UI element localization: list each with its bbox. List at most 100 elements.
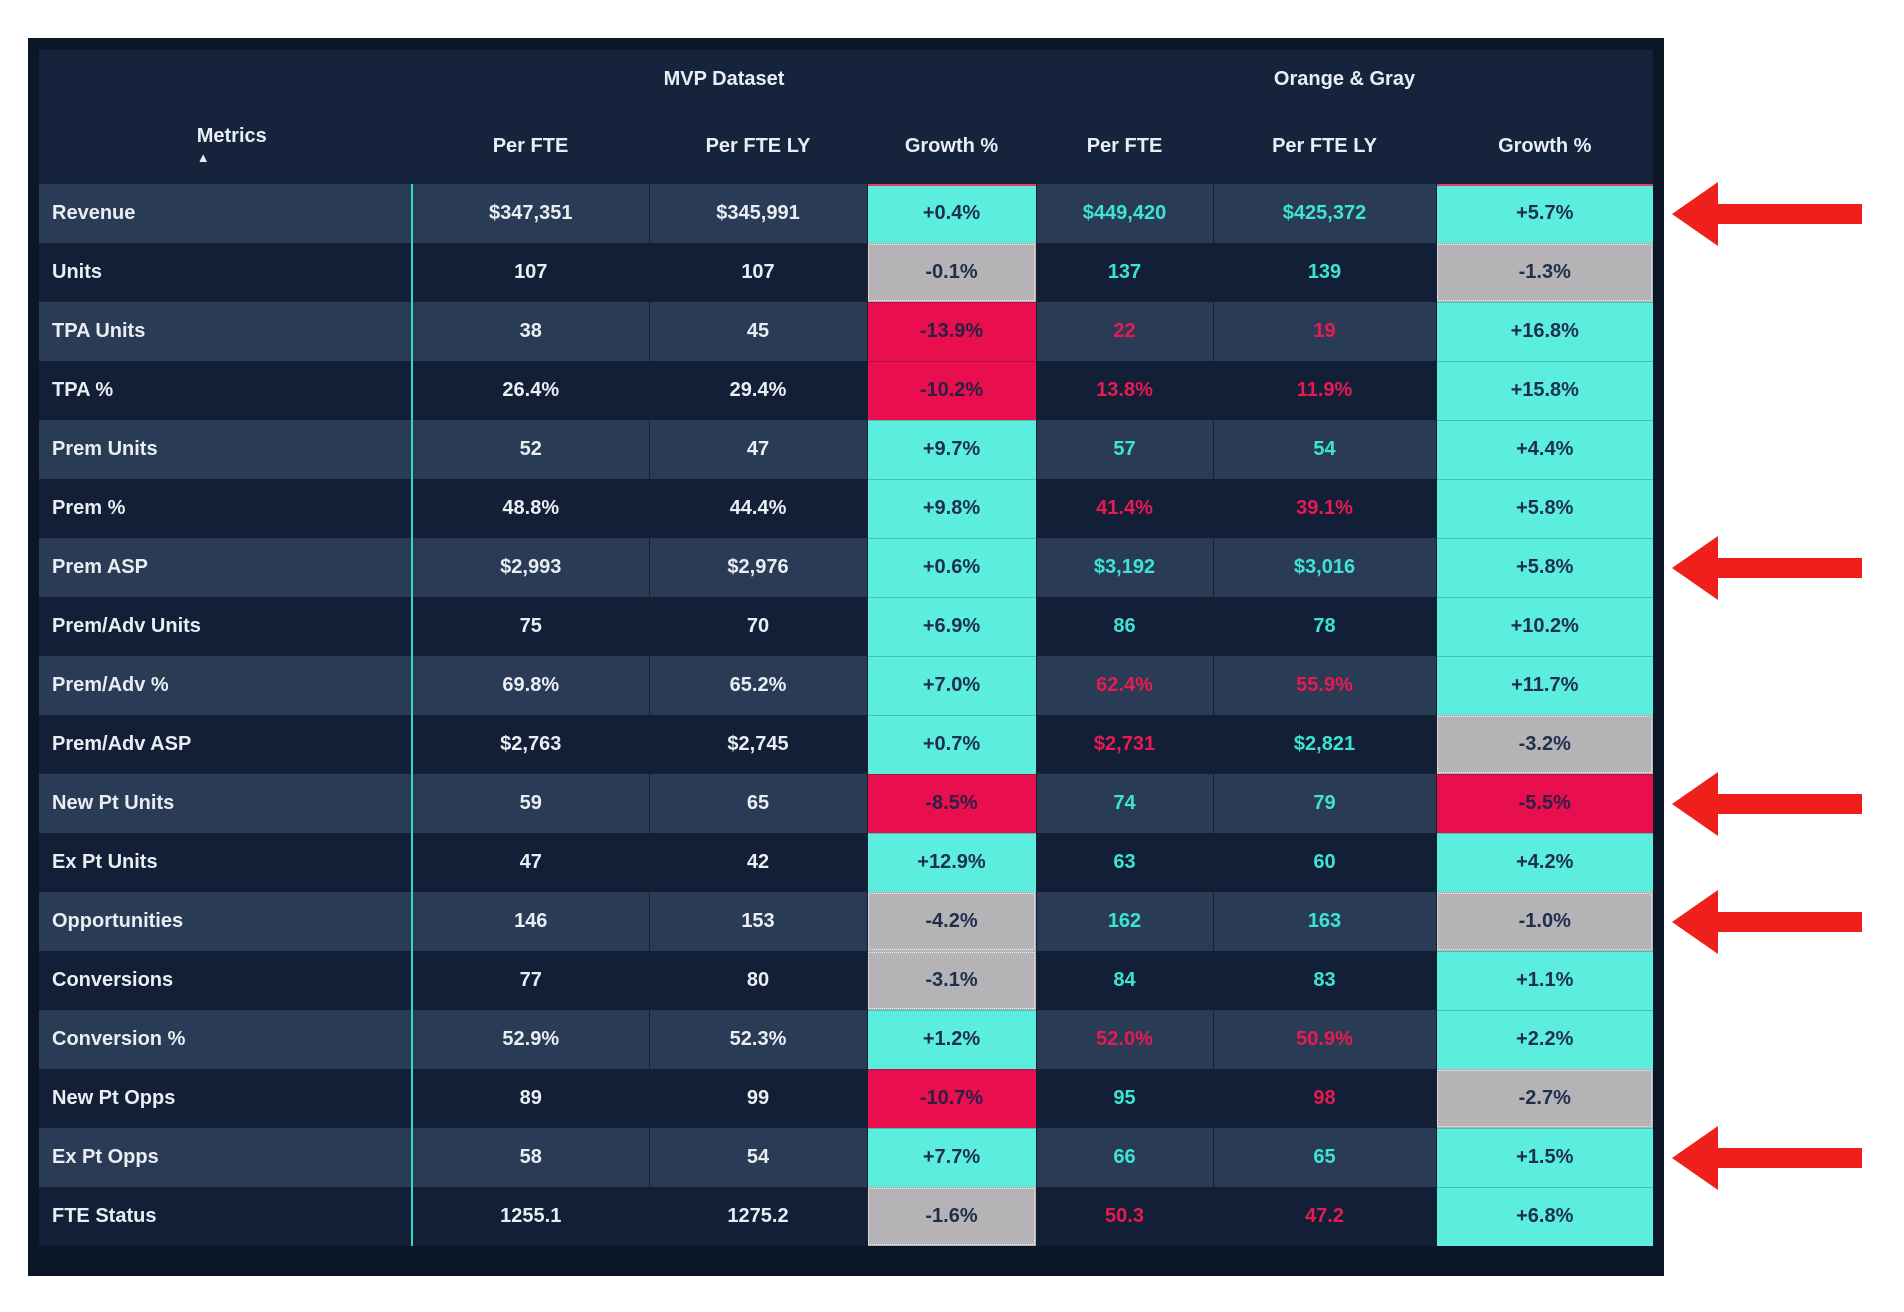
mvp-growth-value: +0.7% [867,715,1037,774]
mvp-growth-value: -4.2% [867,892,1037,951]
og-per-fte-ly-value: 55.9% [1213,656,1437,715]
table-row[interactable]: Units 107 107 -0.1% 137 139 -1.3% [39,243,1654,302]
og-per-fte-value: $3,192 [1036,538,1214,597]
mvp-growth-value: +9.7% [867,420,1037,479]
mvp-per-fte-value: $2,763 [411,715,650,774]
mvp-per-fte-ly-value: 65 [649,774,868,833]
mvp-growth-value: +1.2% [867,1010,1037,1069]
mvp-per-fte-value: 26.4% [411,361,650,420]
mvp-per-fte-ly-value: 70 [649,597,868,656]
mvp-per-fte-ly-value: 44.4% [649,479,868,538]
table-row[interactable]: New Pt Units 59 65 -8.5% 74 79 -5.5% [39,774,1654,833]
og-growth-value: -3.2% [1436,715,1654,774]
og-growth-value: +2.2% [1436,1010,1654,1069]
mvp-per-fte-value: 77 [411,951,650,1010]
column-header-mvp-per-fte-ly[interactable]: Per FTE LY [649,108,868,184]
metric-label: Prem % [39,479,412,538]
metric-label: Conversion % [39,1010,412,1069]
og-growth-value: +1.1% [1436,951,1654,1010]
mvp-growth-value: -10.2% [867,361,1037,420]
og-growth-value: +10.2% [1436,597,1654,656]
og-per-fte-value: 62.4% [1036,656,1214,715]
column-header-og-growth[interactable]: Growth % [1436,108,1654,184]
table-row[interactable]: Conversions 77 80 -3.1% 84 83 +1.1% [39,951,1654,1010]
table-row[interactable]: Revenue $347,351 $345,991 +0.4% $449,420… [39,184,1654,243]
mvp-growth-value: -0.1% [867,243,1037,302]
table-row[interactable]: Conversion % 52.9% 52.3% +1.2% 52.0% 50.… [39,1010,1654,1069]
table-row[interactable]: Prem/Adv Units 75 70 +6.9% 86 78 +10.2% [39,597,1654,656]
metric-label: Prem/Adv Units [39,597,412,656]
mvp-per-fte-value: 59 [411,774,650,833]
table-row[interactable]: New Pt Opps 89 99 -10.7% 95 98 -2.7% [39,1069,1654,1128]
og-per-fte-value: 137 [1036,243,1214,302]
og-growth-value: +1.5% [1436,1128,1654,1187]
og-per-fte-ly-value: 11.9% [1213,361,1437,420]
red-annotation-arrow [1672,1124,1864,1192]
og-per-fte-ly-value: 163 [1213,892,1437,951]
column-header-metrics[interactable]: Metrics ▲ [39,108,413,184]
metric-label: Prem/Adv ASP [39,715,412,774]
mvp-growth-value: +9.8% [867,479,1037,538]
column-header-mvp-per-fte[interactable]: Per FTE [412,108,650,184]
mvp-per-fte-value: 146 [411,892,650,951]
mvp-per-fte-ly-value: 1275.2 [649,1187,868,1246]
mvp-growth-value: -13.9% [867,302,1037,361]
table-row[interactable]: FTE Status 1255.1 1275.2 -1.6% 50.3 47.2… [39,1187,1654,1246]
metric-label: Ex Pt Opps [39,1128,412,1187]
table-row[interactable]: Opportunities 146 153 -4.2% 162 163 -1.0… [39,892,1654,951]
red-annotation-arrow [1672,534,1864,602]
metric-label: TPA Units [39,302,412,361]
table-row[interactable]: Prem/Adv % 69.8% 65.2% +7.0% 62.4% 55.9%… [39,656,1654,715]
og-per-fte-value: 63 [1036,833,1214,892]
column-header-mvp-growth[interactable]: Growth % [867,108,1037,184]
og-per-fte-ly-value: 19 [1213,302,1437,361]
og-per-fte-value: 57 [1036,420,1214,479]
mvp-per-fte-value: 107 [411,243,650,302]
red-annotation-arrow [1672,770,1864,838]
mvp-per-fte-ly-value: 45 [649,302,868,361]
table-row[interactable]: Prem Units 52 47 +9.7% 57 54 +4.4% [39,420,1654,479]
mvp-per-fte-value: 69.8% [411,656,650,715]
table-row[interactable]: Prem % 48.8% 44.4% +9.8% 41.4% 39.1% +5.… [39,479,1654,538]
mvp-per-fte-value: 1255.1 [411,1187,650,1246]
table-row[interactable]: Prem ASP $2,993 $2,976 +0.6% $3,192 $3,0… [39,538,1654,597]
mvp-growth-value: +12.9% [867,833,1037,892]
table-header: MVP Dataset Orange & Gray Metrics ▲ Per … [39,50,1654,184]
og-per-fte-ly-value: 78 [1213,597,1437,656]
mvp-per-fte-ly-value: 52.3% [649,1010,868,1069]
mvp-growth-value: +0.6% [867,538,1037,597]
metrics-table: MVP Dataset Orange & Gray Metrics ▲ Per … [39,50,1654,1246]
og-per-fte-ly-value: 98 [1213,1069,1437,1128]
column-header-og-per-fte-ly[interactable]: Per FTE LY [1213,108,1437,184]
sort-ascending-icon[interactable]: ▲ [196,149,210,165]
og-per-fte-ly-value: 47.2 [1213,1187,1437,1246]
table-row[interactable]: TPA Units 38 45 -13.9% 22 19 +16.8% [39,302,1654,361]
og-per-fte-value: 84 [1036,951,1214,1010]
mvp-per-fte-ly-value: 153 [649,892,868,951]
og-per-fte-ly-value: 65 [1213,1128,1437,1187]
og-growth-value: +16.8% [1436,302,1654,361]
table-row[interactable]: Ex Pt Units 47 42 +12.9% 63 60 +4.2% [39,833,1654,892]
column-header-og-per-fte[interactable]: Per FTE [1036,108,1214,184]
mvp-per-fte-ly-value: 42 [649,833,868,892]
metric-label: New Pt Opps [39,1069,412,1128]
og-per-fte-ly-value: 54 [1213,420,1437,479]
metric-label: Ex Pt Units [39,833,412,892]
og-growth-value: +5.8% [1436,538,1654,597]
metrics-table-container: MVP Dataset Orange & Gray Metrics ▲ Per … [28,38,1664,1276]
mvp-per-fte-value: 48.8% [411,479,650,538]
table-row[interactable]: TPA % 26.4% 29.4% -10.2% 13.8% 11.9% +15… [39,361,1654,420]
mvp-per-fte-ly-value: 80 [649,951,868,1010]
og-growth-value: +15.8% [1436,361,1654,420]
og-growth-value: +5.8% [1436,479,1654,538]
og-per-fte-ly-value: 60 [1213,833,1437,892]
mvp-per-fte-value: $2,993 [411,538,650,597]
mvp-per-fte-ly-value: $345,991 [649,184,868,243]
table-row[interactable]: Prem/Adv ASP $2,763 $2,745 +0.7% $2,731 … [39,715,1654,774]
table-row[interactable]: Ex Pt Opps 58 54 +7.7% 66 65 +1.5% [39,1128,1654,1187]
mvp-per-fte-ly-value: 54 [649,1128,868,1187]
og-growth-value: +6.8% [1436,1187,1654,1246]
og-per-fte-ly-value: 39.1% [1213,479,1437,538]
mvp-growth-value: -10.7% [867,1069,1037,1128]
metric-label: Units [39,243,412,302]
